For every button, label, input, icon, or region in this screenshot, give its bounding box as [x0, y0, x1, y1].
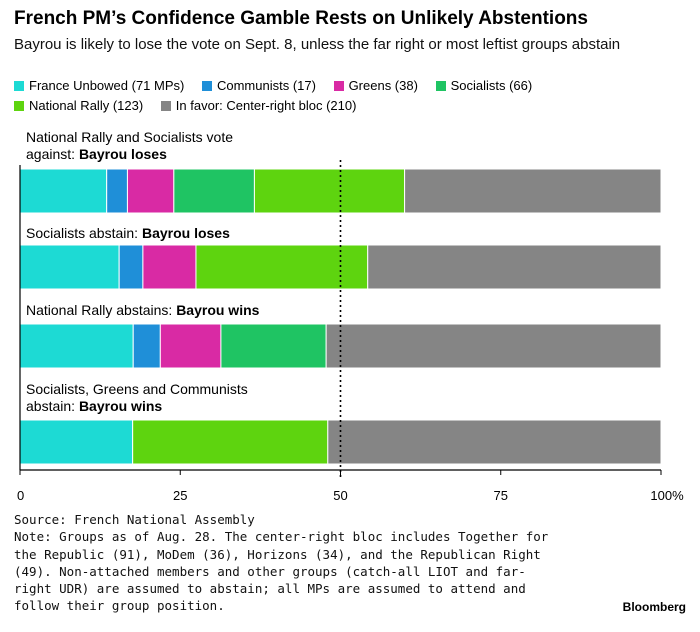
bar-segment [19, 323, 134, 369]
bar-segment [19, 168, 108, 214]
bar-segment [132, 323, 161, 369]
panel-label-text: National Rally and Socialists vote again… [26, 129, 233, 162]
bar-segment [159, 323, 222, 369]
legend-row-1: France Unbowed (71 MPs) Communists (17) … [14, 78, 684, 98]
panel-label: Socialists abstain: Bayrou loses [26, 225, 446, 242]
legend-label: Socialists (66) [450, 78, 533, 93]
x-tick-label: 0 [17, 488, 25, 503]
panel-label: National Rally abstains: Bayrou wins [26, 302, 446, 319]
legend-swatch [435, 81, 446, 91]
panel-label-text: Socialists abstain: [26, 225, 142, 241]
legend-label: France Unbowed (71 MPs) [29, 78, 185, 93]
panel-label-outcome: Bayrou wins [78, 398, 163, 414]
panel-label-text: Socialists, Greens and Communists abstai… [26, 381, 248, 414]
chart-subtitle: Bayrou is likely to lose the vote on Sep… [14, 36, 621, 53]
bar-segment [327, 419, 662, 465]
bar-segment [173, 168, 255, 214]
source-text: Source: French National Assembly [14, 512, 255, 527]
legend-swatch [201, 81, 212, 91]
legend-item: France Unbowed (71 MPs) [14, 78, 184, 93]
bar-segment [19, 419, 134, 465]
bar-segment [195, 244, 369, 290]
legend-item: Socialists (66) [435, 78, 533, 93]
legend-swatch [333, 81, 344, 91]
panel-label-outcome: Bayrou loses [141, 225, 230, 241]
legend-label: National Rally (123) [29, 98, 144, 113]
x-tick-label: 25 [173, 488, 188, 503]
bar-segment [118, 244, 144, 290]
legend-swatch [160, 101, 171, 111]
x-tick-label: 75 [493, 488, 508, 503]
legend-item: National Rally (123) [14, 98, 143, 113]
bloomberg-logo: Bloomberg [622, 600, 686, 614]
bar-segment [404, 168, 662, 214]
chart-notes: Source: French National Assembly Note: G… [14, 511, 554, 615]
panel-label: Socialists, Greens and Communists abstai… [26, 381, 296, 415]
bar-segment [367, 244, 662, 290]
legend-swatch [14, 101, 24, 111]
panel-label-outcome: Bayrou wins [176, 302, 260, 318]
panel-label-outcome: Bayrou loses [78, 146, 167, 162]
bar-segment [220, 323, 327, 369]
legend-item: In favor: Center-right bloc (210) [160, 98, 357, 113]
panel-label: National Rally and Socialists vote again… [26, 129, 241, 163]
panel-label-text: National Rally abstains: [26, 302, 177, 318]
legend-label: Greens (38) [348, 78, 418, 93]
bar-segment [253, 168, 406, 214]
note-text: Note: Groups as of Aug. 28. The center-r… [14, 529, 549, 614]
bar-segment [325, 323, 662, 369]
x-tick-label: 100% [650, 488, 684, 503]
bar-segment [142, 244, 197, 290]
bar-segment [106, 168, 128, 214]
legend-label: In favor: Center-right bloc (210) [175, 98, 357, 113]
legend-item: Communists (17) [201, 78, 316, 93]
bar-segment [132, 419, 329, 465]
x-tick-label: 50 [333, 488, 348, 503]
legend-swatch [14, 81, 24, 91]
legend-label: Communists (17) [216, 78, 316, 93]
legend: France Unbowed (71 MPs) Communists (17) … [14, 78, 684, 118]
legend-row-2: National Rally (123) In favor: Center-ri… [14, 98, 684, 118]
bar-segment [126, 168, 175, 214]
bar-segment [19, 244, 120, 290]
chart-title: French PM’s Confidence Gamble Rests on U… [14, 8, 588, 29]
legend-item: Greens (38) [333, 78, 418, 93]
